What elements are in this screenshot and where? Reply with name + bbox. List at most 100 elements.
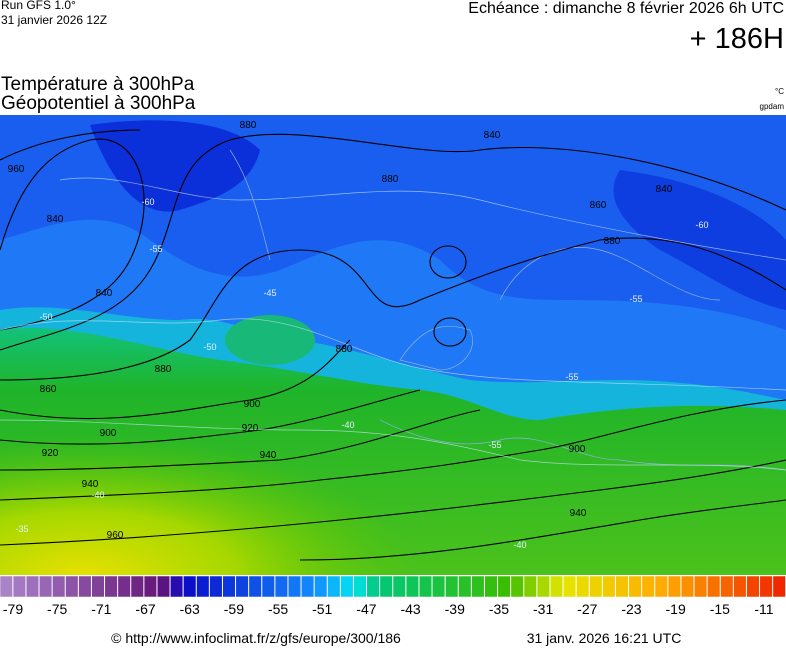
map: 960 840 840 860 880 900 920 940 960 900 920 940 880 8…: [0, 115, 786, 575]
colorbar-tick-label: -15: [710, 601, 730, 617]
geopotential-label: 860: [40, 384, 57, 395]
colorbar-tick-label: -43: [400, 601, 420, 617]
title-temperature: Température à 300hPa: [1, 74, 195, 95]
colorbar-tick-label: -55: [268, 601, 288, 617]
color-swatch: [759, 575, 773, 598]
colorbar-labels: -79 -75 -71 -67 -63 -59 -55 -51 -47 -43 -39 -35 -31 -…: [3, 601, 774, 617]
color-swatch: [274, 575, 288, 598]
temperature-label: -40: [341, 420, 354, 430]
run-date: 31 janvier 2026 12Z: [1, 13, 107, 27]
color-swatch: [746, 575, 760, 598]
color-swatch: [196, 575, 210, 598]
color-swatch: [301, 575, 315, 598]
colorbar-tick-label: -51: [312, 601, 332, 617]
geopotential-label: 840: [47, 214, 64, 225]
color-swatch: [340, 575, 354, 598]
geopotential-label: 940: [570, 508, 587, 519]
color-swatch: [170, 575, 184, 598]
color-swatch: [104, 575, 118, 598]
footer-source: © http://www.infoclimat.fr/z/gfs/europe/…: [111, 630, 401, 646]
color-swatch: [314, 575, 328, 598]
color-swatch: [117, 575, 131, 598]
color-swatch: [484, 575, 498, 598]
geopotential-label: 900: [100, 428, 117, 439]
color-swatch: [209, 575, 223, 598]
color-swatch: [65, 575, 79, 598]
colorbar-tick-label: -23: [621, 601, 641, 617]
temperature-label: -40: [513, 540, 526, 550]
color-swatch: [235, 575, 249, 598]
geopotential-label: 840: [96, 288, 113, 299]
warm-core: [0, 400, 420, 575]
temperature-label: -50: [39, 312, 52, 322]
temperature-label: -45: [263, 288, 276, 298]
color-swatch: [183, 575, 197, 598]
temperature-label: -50: [203, 342, 216, 352]
color-swatch: [615, 575, 629, 598]
geopotential-label: 880: [155, 364, 172, 375]
color-swatch: [654, 575, 668, 598]
geopotential-label: 920: [242, 423, 259, 434]
temperature-label: -60: [141, 197, 154, 207]
color-swatch: [12, 575, 26, 598]
geopotential-label: 920: [42, 448, 59, 459]
color-swatch: [156, 575, 171, 598]
color-swatch: [39, 575, 53, 598]
geopotential-label: 840: [484, 130, 501, 141]
color-swatch: [628, 575, 642, 598]
contour-labels: 960 840 840 860 880 900 920 940 960 900 920 940 880 8…: [8, 120, 709, 550]
geopotential-label: 880: [604, 236, 621, 247]
color-swatch: [497, 575, 511, 598]
geopotential-label: 960: [8, 164, 25, 175]
colorbar-tick-label: -75: [47, 601, 67, 617]
color-swatch: [379, 575, 393, 598]
color-swatch: [366, 575, 380, 598]
temperature-label: -40: [91, 490, 104, 500]
color-swatch: [733, 575, 747, 598]
color-swatch: [130, 575, 144, 598]
colorbar-tick-label: -35: [489, 601, 509, 617]
color-swatch: [510, 575, 524, 598]
geopotential-label: 940: [82, 479, 99, 490]
color-swatch: [576, 575, 590, 598]
valid-time: Echéance : dimanche 8 février 2026 6h UT…: [468, 0, 784, 17]
color-swatch: [248, 575, 262, 598]
color-swatch: [680, 575, 695, 598]
geopotential-label: 900: [244, 399, 261, 410]
color-swatch: [432, 575, 446, 598]
color-swatch: [353, 575, 367, 598]
colorbar-tick-label: -67: [135, 601, 155, 617]
color-swatch: [589, 575, 603, 598]
geopotential-label: 840: [656, 184, 673, 195]
geopotential-label: 880: [336, 344, 353, 355]
color-swatch: [563, 575, 577, 598]
geopotential-label: 900: [569, 444, 586, 455]
geopotential-label: 860: [590, 200, 607, 211]
lead-time: + 186H: [690, 23, 784, 55]
unit-geopotential: gpdam: [760, 102, 785, 111]
temperature-label: -55: [488, 440, 501, 450]
colorbar-tick-label: -39: [445, 601, 465, 617]
colorbar-tick-label: -59: [224, 601, 244, 617]
colorbar-tick-label: -19: [666, 601, 686, 617]
color-swatch: [445, 575, 459, 598]
color-swatch: [602, 575, 616, 598]
color-swatch: [418, 575, 433, 598]
colorbar-tick-label: -47: [356, 601, 376, 617]
geopotential-label: 960: [107, 530, 124, 541]
color-swatch: [667, 575, 681, 598]
temperature-label: -55: [629, 294, 642, 304]
temperature-contours: [0, 177, 786, 471]
color-swatch: [143, 575, 157, 598]
color-swatch: [327, 575, 341, 598]
unit-temperature: °C: [775, 87, 784, 96]
color-swatch: [720, 575, 734, 598]
colorbar: [0, 575, 786, 598]
temperature-label: -55: [565, 372, 578, 382]
color-swatch: [392, 575, 406, 598]
color-swatch: [772, 575, 786, 598]
warm-patch: [225, 315, 315, 365]
color-swatch: [536, 575, 550, 598]
geopotential-label: 880: [240, 120, 257, 131]
